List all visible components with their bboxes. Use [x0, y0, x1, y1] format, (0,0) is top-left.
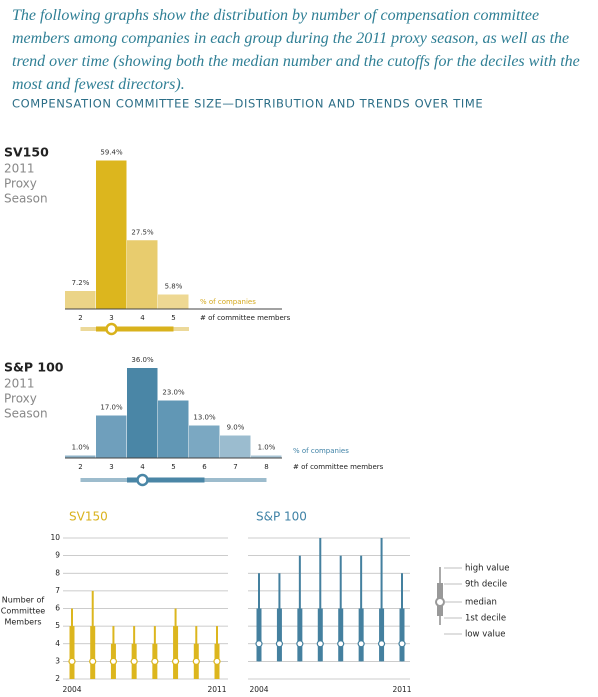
x-tick-label: 3 [109, 463, 113, 471]
chart-subtitle: 2011 [4, 377, 35, 391]
median-marker [213, 657, 221, 665]
value-label: 17.0% [100, 404, 123, 412]
y-axis-label: Committee [1, 607, 45, 616]
legend-label: median [465, 598, 497, 608]
value-label: 59.4% [100, 149, 123, 157]
category-axis-label: # of committee members [293, 463, 384, 471]
chart-subtitle: Season [4, 192, 48, 206]
value-label: 5.8% [165, 283, 183, 291]
value-label: 9.0% [227, 424, 245, 432]
x-tick-label: 4 [140, 314, 145, 322]
bar [189, 425, 220, 458]
x-tick-label: 2004 [249, 685, 268, 694]
median-marker [192, 657, 200, 665]
median-marker [337, 640, 345, 648]
x-tick-label: 4 [140, 463, 145, 471]
bar [127, 368, 158, 458]
median-marker [171, 657, 180, 665]
intro-text: The following graphs show the distributi… [12, 7, 580, 93]
bar [251, 455, 282, 458]
median-marker [68, 657, 76, 665]
median-marker [296, 640, 304, 648]
x-tick-label: 2 [78, 314, 82, 322]
y-tick-label: 4 [55, 639, 60, 648]
y-tick-label: 10 [50, 533, 60, 542]
value-label: 27.5% [131, 228, 154, 236]
y-axis-label: Number of [2, 596, 45, 605]
median-marker [316, 640, 324, 648]
y-tick-label: 2 [55, 674, 60, 683]
bar [96, 415, 127, 458]
median-marker [398, 640, 406, 648]
median-marker [89, 657, 97, 665]
legend-label: high value [465, 564, 509, 574]
y-tick-label: 6 [55, 604, 60, 613]
value-label: 7.2% [72, 279, 90, 287]
value-label: 36.0% [131, 356, 154, 364]
x-tick-label: 5 [171, 463, 175, 471]
y-tick-label: 9 [55, 551, 60, 560]
median-marker [109, 657, 118, 665]
median-marker [377, 640, 386, 648]
chart-title: S&P 100 [4, 360, 64, 375]
section-title: COMPENSATION COMMITTEE SIZE—DISTRIBUTION… [12, 97, 483, 111]
value-label: 1.0% [72, 444, 90, 452]
chart-title: SV150 [4, 145, 49, 160]
range-median [105, 322, 118, 336]
chart-subtitle: 2011 [4, 162, 35, 176]
value-label: 23.0% [162, 389, 185, 397]
chart-subtitle: Proxy [4, 392, 37, 406]
legend-label: low value [465, 630, 505, 640]
value-label: 13.0% [193, 414, 216, 422]
bar [65, 455, 96, 458]
value-axis-label: % of companies [200, 298, 256, 306]
median-marker [130, 657, 138, 665]
x-tick-label: 2011 [207, 685, 226, 694]
median-marker [275, 640, 284, 648]
x-tick-label: 7 [233, 463, 237, 471]
legend-glyph [435, 597, 445, 607]
y-tick-label: 7 [55, 586, 60, 595]
bar [220, 435, 251, 458]
y-axis-label: Members [4, 618, 41, 627]
y-tick-label: 8 [55, 568, 60, 577]
value-label: 1.0% [258, 444, 276, 452]
bar [96, 160, 127, 309]
median-marker [151, 657, 159, 665]
x-tick-label: 2011 [392, 685, 411, 694]
x-tick-label: 8 [264, 463, 268, 471]
y-tick-label: 3 [55, 656, 60, 665]
x-tick-label: 2004 [62, 685, 81, 694]
x-tick-label: 2 [78, 463, 82, 471]
bar [158, 294, 189, 309]
x-tick-label: 6 [202, 463, 207, 471]
chart-title: SV150 [69, 510, 108, 524]
x-tick-label: 5 [171, 314, 175, 322]
y-tick-label: 5 [55, 621, 60, 630]
chart-subtitle: Proxy [4, 177, 37, 191]
legend-label: 1st decile [465, 614, 506, 624]
x-tick-label: 3 [109, 314, 113, 322]
chart-subtitle: Season [4, 407, 48, 421]
median-marker [357, 640, 365, 648]
legend-label: 9th decile [465, 580, 507, 590]
category-axis-label: # of committee members [200, 314, 291, 322]
bar [158, 400, 189, 458]
bar [65, 291, 96, 309]
range-median [136, 473, 149, 487]
bar [127, 240, 158, 309]
chart-title: S&P 100 [256, 510, 307, 524]
value-axis-label: % of companies [293, 447, 349, 455]
median-marker [255, 640, 263, 648]
